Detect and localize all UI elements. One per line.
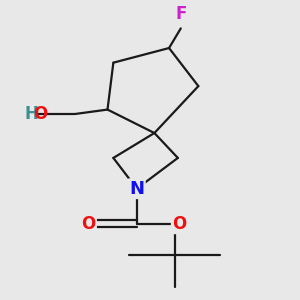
Text: O: O <box>33 105 47 123</box>
Text: H: H <box>25 105 39 123</box>
Text: O: O <box>172 215 186 233</box>
Text: O: O <box>81 215 96 233</box>
Text: F: F <box>175 5 187 23</box>
Text: N: N <box>129 180 144 198</box>
